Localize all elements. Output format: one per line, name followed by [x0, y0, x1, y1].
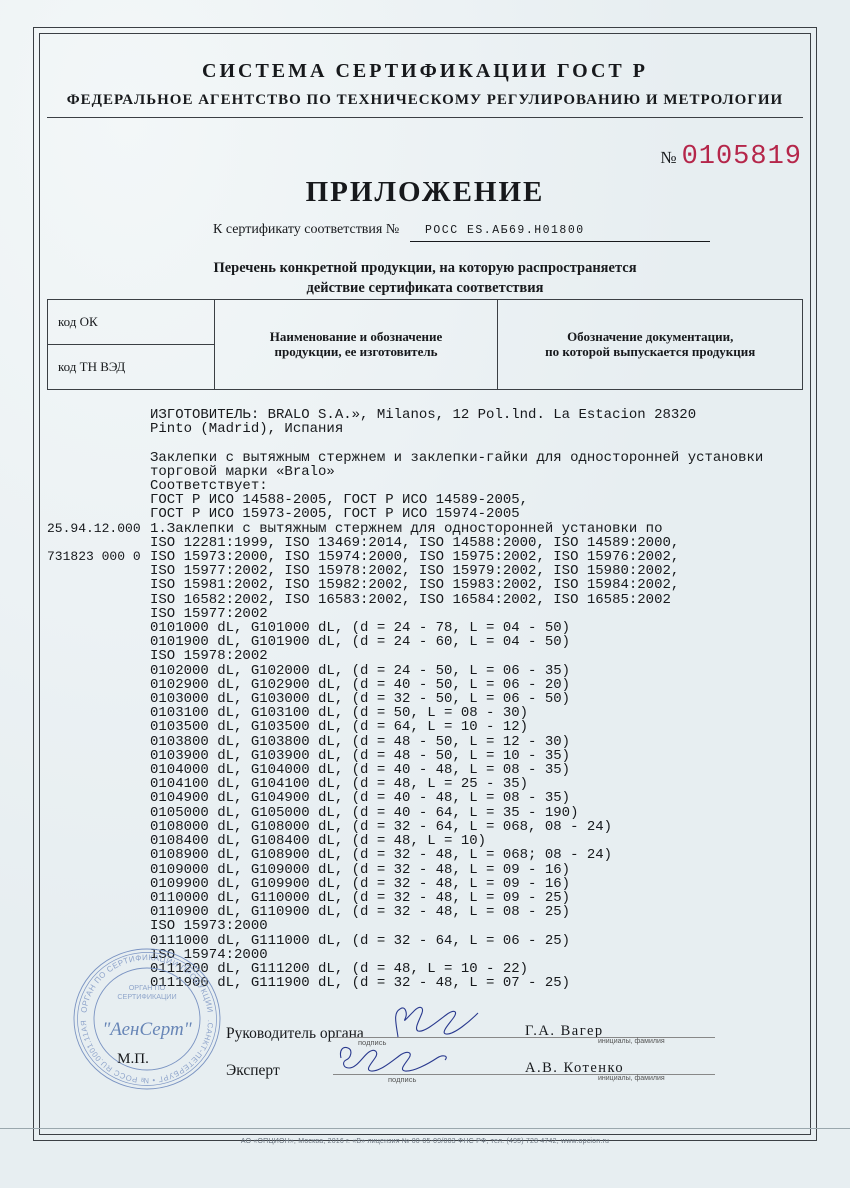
- svg-text:ОРГАН ПО: ОРГАН ПО: [129, 983, 166, 992]
- svg-text:"АенСерт": "АенСерт": [102, 1019, 192, 1040]
- svg-text:М.П.: М.П.: [117, 1051, 149, 1067]
- svg-text:СЕРТИФИКАЦИИ: СЕРТИФИКАЦИИ: [117, 992, 176, 1001]
